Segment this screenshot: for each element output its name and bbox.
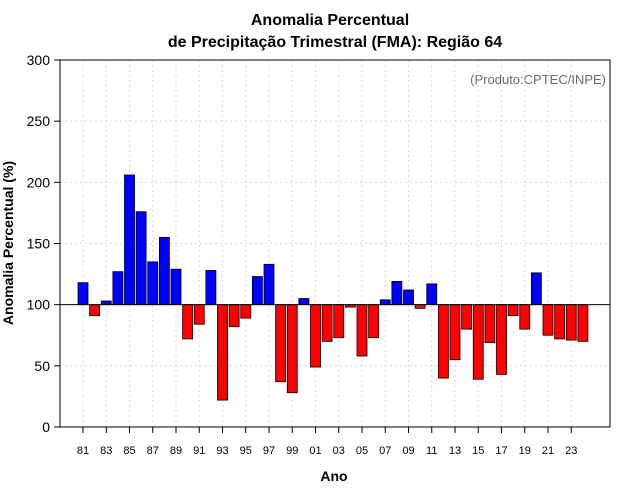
bar-08[interactable] bbox=[391, 281, 403, 306]
bar-01[interactable] bbox=[310, 304, 321, 368]
bar-82[interactable] bbox=[89, 304, 101, 317]
x-tick-label: 05 bbox=[356, 445, 368, 457]
bar-11[interactable] bbox=[426, 283, 438, 306]
bar-91[interactable] bbox=[193, 304, 205, 325]
bar-22[interactable] bbox=[554, 304, 566, 340]
x-tick-label: 93 bbox=[216, 445, 228, 457]
bar-10[interactable] bbox=[414, 304, 426, 309]
bar-09[interactable] bbox=[403, 289, 414, 306]
y-tick-label: 300 bbox=[27, 52, 51, 68]
y-tick-label: 250 bbox=[27, 113, 51, 129]
bar-97[interactable] bbox=[263, 263, 275, 306]
bar-21[interactable] bbox=[542, 304, 554, 336]
bar-18[interactable] bbox=[507, 304, 519, 317]
bar-99[interactable] bbox=[286, 304, 298, 394]
bar-24[interactable] bbox=[577, 304, 589, 342]
x-tick-label: 07 bbox=[379, 445, 391, 457]
bar-90[interactable] bbox=[182, 304, 194, 340]
credit-label: (Produto:CPTEC/INPE) bbox=[470, 72, 606, 87]
x-tick-label: 23 bbox=[565, 445, 577, 457]
bar-16[interactable] bbox=[484, 304, 496, 343]
bar-14[interactable] bbox=[461, 304, 473, 330]
bar-94[interactable] bbox=[228, 304, 240, 328]
bar-98[interactable] bbox=[275, 304, 287, 383]
bar-81[interactable] bbox=[77, 282, 89, 306]
x-tick-label: 83 bbox=[100, 445, 112, 457]
bar-15[interactable] bbox=[472, 304, 484, 380]
x-axis-label: Ano bbox=[320, 468, 347, 484]
bar-89[interactable] bbox=[170, 268, 182, 306]
bar-93[interactable] bbox=[217, 304, 228, 401]
x-tick-label: 81 bbox=[77, 445, 89, 457]
bar-00[interactable] bbox=[298, 298, 310, 306]
x-tick-label: 95 bbox=[240, 445, 252, 457]
bar-23[interactable] bbox=[565, 304, 577, 341]
bar-83[interactable] bbox=[100, 300, 112, 306]
x-tick-label: 91 bbox=[193, 445, 205, 457]
bar-20[interactable] bbox=[530, 272, 542, 306]
x-tick-label: 11 bbox=[426, 445, 437, 457]
bar-06[interactable] bbox=[368, 304, 380, 339]
y-tick-label: 50 bbox=[34, 358, 50, 374]
bar-92[interactable] bbox=[205, 270, 217, 306]
bar-12[interactable] bbox=[437, 304, 449, 379]
bar-85[interactable] bbox=[124, 174, 135, 306]
x-tick-label: 15 bbox=[472, 445, 484, 457]
y-tick-label: 100 bbox=[27, 297, 51, 313]
x-tick-label: 97 bbox=[263, 445, 275, 457]
bar-19[interactable] bbox=[519, 304, 531, 330]
x-tick-label: 01 bbox=[309, 445, 321, 457]
grid-lines bbox=[60, 60, 610, 427]
bar-07[interactable] bbox=[379, 299, 391, 306]
bars bbox=[77, 174, 589, 401]
bar-05[interactable] bbox=[356, 304, 368, 357]
bar-17[interactable] bbox=[496, 304, 507, 375]
x-tick-label: 09 bbox=[402, 445, 414, 457]
bar-88[interactable] bbox=[158, 236, 170, 306]
bar-03[interactable] bbox=[333, 304, 345, 339]
bar-13[interactable] bbox=[449, 304, 461, 361]
bar-02[interactable] bbox=[321, 304, 333, 342]
x-tick-label: 85 bbox=[123, 445, 135, 457]
x-tick-label: 21 bbox=[542, 445, 554, 457]
bar-86[interactable] bbox=[135, 211, 147, 306]
chart-subtitle: de Precipitação Trimestral (FMA): Região… bbox=[168, 34, 502, 51]
bar-96[interactable] bbox=[251, 276, 263, 306]
x-tick-label: 03 bbox=[333, 445, 345, 457]
bar-95[interactable] bbox=[240, 304, 252, 319]
x-tick-label: 99 bbox=[286, 445, 298, 457]
chart-title: Anomalia Percentual bbox=[251, 12, 409, 29]
x-tick-label: 19 bbox=[519, 445, 531, 457]
y-tick-label: 200 bbox=[27, 174, 51, 190]
bar-84[interactable] bbox=[112, 271, 124, 306]
bar-87[interactable] bbox=[147, 261, 159, 306]
y-axis-label: Anomalia Percentual (%) bbox=[0, 161, 16, 325]
y-tick-label: 0 bbox=[42, 419, 50, 435]
x-tick-label: 17 bbox=[495, 445, 507, 457]
y-tick-label: 150 bbox=[27, 236, 51, 252]
x-tick-label: 89 bbox=[170, 445, 182, 457]
x-tick-label: 87 bbox=[147, 445, 159, 457]
x-tick-label: 13 bbox=[449, 445, 461, 457]
